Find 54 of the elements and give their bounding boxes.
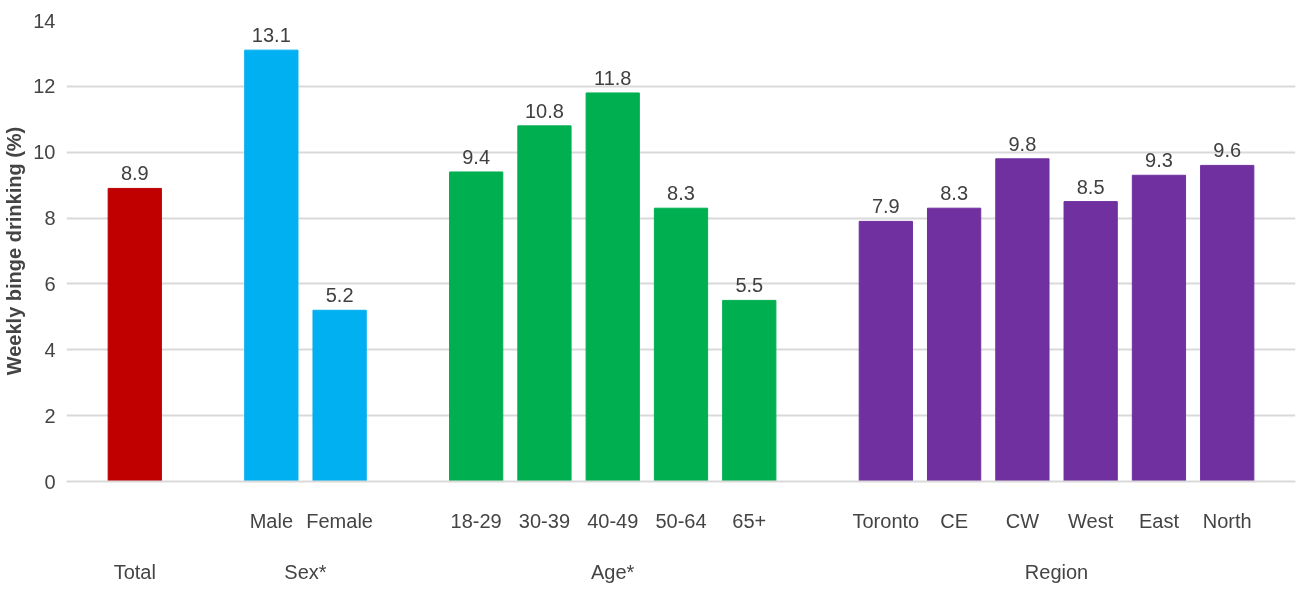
data-label: 8.3 xyxy=(940,182,969,205)
bar xyxy=(1200,164,1255,482)
text: Region xyxy=(1024,560,1089,583)
x-tick-label: CW xyxy=(1005,509,1040,532)
x-tick-label: North xyxy=(1202,509,1252,532)
data-label: 5.2 xyxy=(325,284,354,307)
x-tick-label: CE xyxy=(940,509,969,532)
y-tick-label: 10 xyxy=(33,141,56,164)
x-tick-label: 40-49 xyxy=(587,509,639,532)
data-label: 5.5 xyxy=(735,274,764,297)
data-label: 13.1 xyxy=(251,24,291,47)
data-label: 9.3 xyxy=(1145,149,1173,172)
x-tick-label: 65+ xyxy=(732,509,767,532)
data-label: 8.3 xyxy=(667,182,695,205)
x-tick-label: Male xyxy=(249,509,294,532)
y-tick-label: 6 xyxy=(44,272,56,295)
bar xyxy=(722,299,777,482)
y-tick-label: 14 xyxy=(33,9,56,32)
data-label: 9.4 xyxy=(462,145,491,168)
x-tick-label: 18-29 xyxy=(450,509,502,532)
data-label: 11.8 xyxy=(594,66,632,89)
y-tick-label: 4 xyxy=(44,338,56,361)
bar xyxy=(244,49,299,482)
x-tick-label: Toronto xyxy=(852,509,920,532)
bar xyxy=(1131,174,1187,482)
bar xyxy=(653,207,709,482)
text: Age* xyxy=(591,560,635,583)
y-tick-label: 2 xyxy=(44,404,56,427)
x-tick-label: East xyxy=(1138,509,1180,532)
bar xyxy=(449,171,504,482)
data-label: 9.8 xyxy=(1008,132,1037,155)
x-tick-label: Female xyxy=(306,509,373,532)
bar xyxy=(926,207,982,482)
data-label: 8.9 xyxy=(120,162,149,185)
text: Total xyxy=(113,560,156,583)
bar xyxy=(312,309,367,482)
y-tick-label: 0 xyxy=(44,470,56,493)
bar xyxy=(995,158,1050,482)
x-tick-label: West xyxy=(1068,509,1114,532)
y-axis-title: Weekly binge drinking (%) xyxy=(3,126,26,376)
x-tick-label: 30-39 xyxy=(518,509,571,532)
data-label: 7.9 xyxy=(871,195,900,218)
text: Sex* xyxy=(284,560,327,583)
x-tick-label: 50-64 xyxy=(655,509,707,532)
bar xyxy=(107,187,162,482)
bar xyxy=(858,220,913,482)
bar xyxy=(1063,201,1118,482)
y-tick-label: 8 xyxy=(44,207,56,230)
data-label: 10.8 xyxy=(524,99,564,122)
data-label: 8.5 xyxy=(1076,175,1105,198)
bar xyxy=(517,125,572,482)
y-tick-label: 12 xyxy=(33,75,56,98)
data-label: 9.6 xyxy=(1213,139,1242,162)
bar xyxy=(585,92,640,482)
